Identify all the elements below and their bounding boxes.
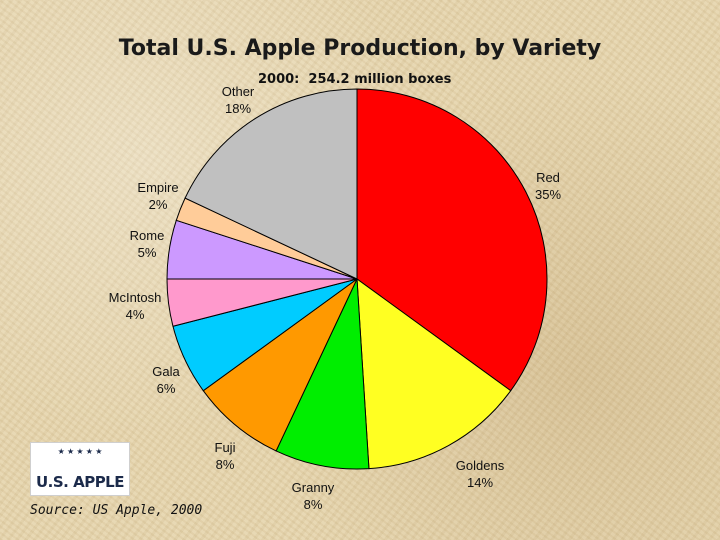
slice-label-gala: Gala 6% [152,364,180,396]
slice-label-goldens: Goldens 14% [456,458,505,490]
slice-label-rome: Rome 5% [130,228,165,260]
chart-title: Total U.S. Apple Production, by Variety [118,36,602,61]
source-note: Source: US Apple, 2000 [30,503,203,518]
us-apple-logo: ★ ★ ★ ★ ★ U.S. APPLE [30,442,130,496]
slice-label-empire: Empire 2% [137,180,178,212]
pie-slice-granny [275,278,370,470]
apple-stars-icon: ★ ★ ★ ★ ★ [57,447,103,456]
logo-text: U.S. APPLE [35,473,125,491]
slice-label-fuji: Fuji 8% [215,440,236,472]
slice-label-red: Red 35% [535,170,561,202]
pie-slice-goldens [356,277,512,470]
pie-slice-other [184,88,358,280]
chart-subtitle: 2000: 254.2 million boxes [258,72,452,87]
slice-label-granny: Granny 8% [292,480,335,512]
pie-slice-fuji [202,278,358,452]
slice-label-other: Other 18% [222,84,255,116]
pie-slice-red [356,88,548,392]
slice-label-mcintosh: McIntosh 4% [109,290,162,322]
